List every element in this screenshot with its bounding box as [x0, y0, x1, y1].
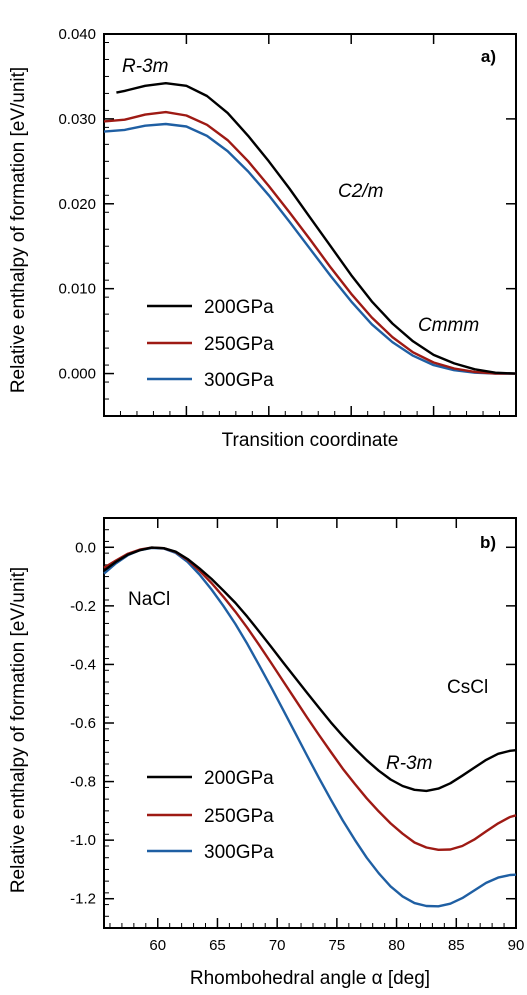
- y-tick-label: 0.0: [75, 539, 96, 556]
- panel-b: 60 65 70 75 80 85 90 0.0 -0.2 -0.4 -0.6 -0.8 -1.0 -1…: [8, 517, 525, 989]
- y-tick-label: 0.000: [58, 366, 96, 383]
- panel-a-legend: 200GPa 250GPa 300GPa: [147, 297, 274, 391]
- panel-a-x-ticks: [119, 34, 517, 416]
- panel-a-series: [103, 81, 517, 375]
- y-tick-label: -0.6: [70, 715, 96, 732]
- x-tick-label: 70: [269, 937, 286, 954]
- y-tick-label: -0.2: [70, 598, 96, 615]
- y-tick-label: 0.020: [58, 196, 96, 213]
- panel-a-annotation-cmmm: Cmmm: [418, 315, 479, 336]
- y-tick-label: -1.0: [70, 832, 96, 849]
- series-line-200GPa: [103, 546, 517, 793]
- panel-b-annotation-cscl: CsCl: [447, 677, 488, 698]
- y-tick-label: 0.010: [58, 281, 96, 298]
- panel-a-legend-label-300: 300GPa: [204, 370, 274, 391]
- panel-a-annotation-c2m: C2/m: [338, 181, 383, 202]
- x-tick-label: 85: [448, 937, 465, 954]
- panel-a-x-axis-label: Transition coordinate: [222, 430, 399, 451]
- panel-a: 0.000 0.010 0.020 0.030 0.040 a) R-3m C2/m C…: [8, 26, 517, 451]
- panel-b-y-ticks: 0.0 -0.2 -0.4 -0.6 -0.8 -1.0 -1.2: [70, 529, 516, 917]
- panel-a-label: a): [481, 47, 496, 66]
- series-line-300GPa: [103, 122, 516, 375]
- panel-b-legend-label-200: 200GPa: [204, 768, 274, 789]
- y-tick-label: 0.040: [58, 26, 96, 43]
- panel-b-legend-label-250: 250GPa: [204, 806, 274, 827]
- panel-a-annotation-r3m: R-3m: [122, 56, 168, 77]
- panel-a-frame: [103, 33, 517, 417]
- panel-b-label: b): [480, 533, 496, 552]
- panel-a-y-axis-label: Relative enthalpy of formation [eV/unit]: [8, 67, 29, 393]
- panel-b-x-ticks: 60 65 70 75 80 85 90: [109, 518, 525, 954]
- panel-a-legend-label-250: 250GPa: [204, 334, 274, 355]
- panel-b-series: [103, 546, 517, 908]
- x-tick-label: 80: [388, 937, 405, 954]
- panel-b-legend: 200GPa 250GPa 300GPa: [147, 768, 274, 863]
- panel-a-y-ticks: 0.000 0.010 0.020 0.030 0.040: [58, 26, 516, 400]
- y-tick-label: -0.4: [70, 656, 96, 673]
- x-tick-label: 60: [149, 937, 166, 954]
- y-tick-label: 0.030: [58, 111, 96, 128]
- y-tick-label: -1.2: [70, 891, 96, 908]
- x-tick-label: 65: [209, 937, 226, 954]
- x-tick-label: 75: [329, 937, 346, 954]
- panel-b-annotation-nacl: NaCl: [128, 589, 170, 610]
- y-tick-label: -0.8: [70, 774, 96, 791]
- panel-b-annotation-r3m: R-3m: [386, 753, 432, 774]
- panel-a-legend-label-200: 200GPa: [204, 297, 274, 318]
- series-line-200GPa: [116, 81, 517, 375]
- x-tick-label: 90: [508, 937, 525, 954]
- panel-b-x-axis-label: Rhombohedral angle α [deg]: [190, 968, 430, 989]
- panel-b-legend-label-300: 300GPa: [204, 842, 274, 863]
- series-line-250GPa: [103, 110, 516, 375]
- panel-b-y-axis-label: Relative enthalpy of formation [eV/unit]: [8, 567, 29, 893]
